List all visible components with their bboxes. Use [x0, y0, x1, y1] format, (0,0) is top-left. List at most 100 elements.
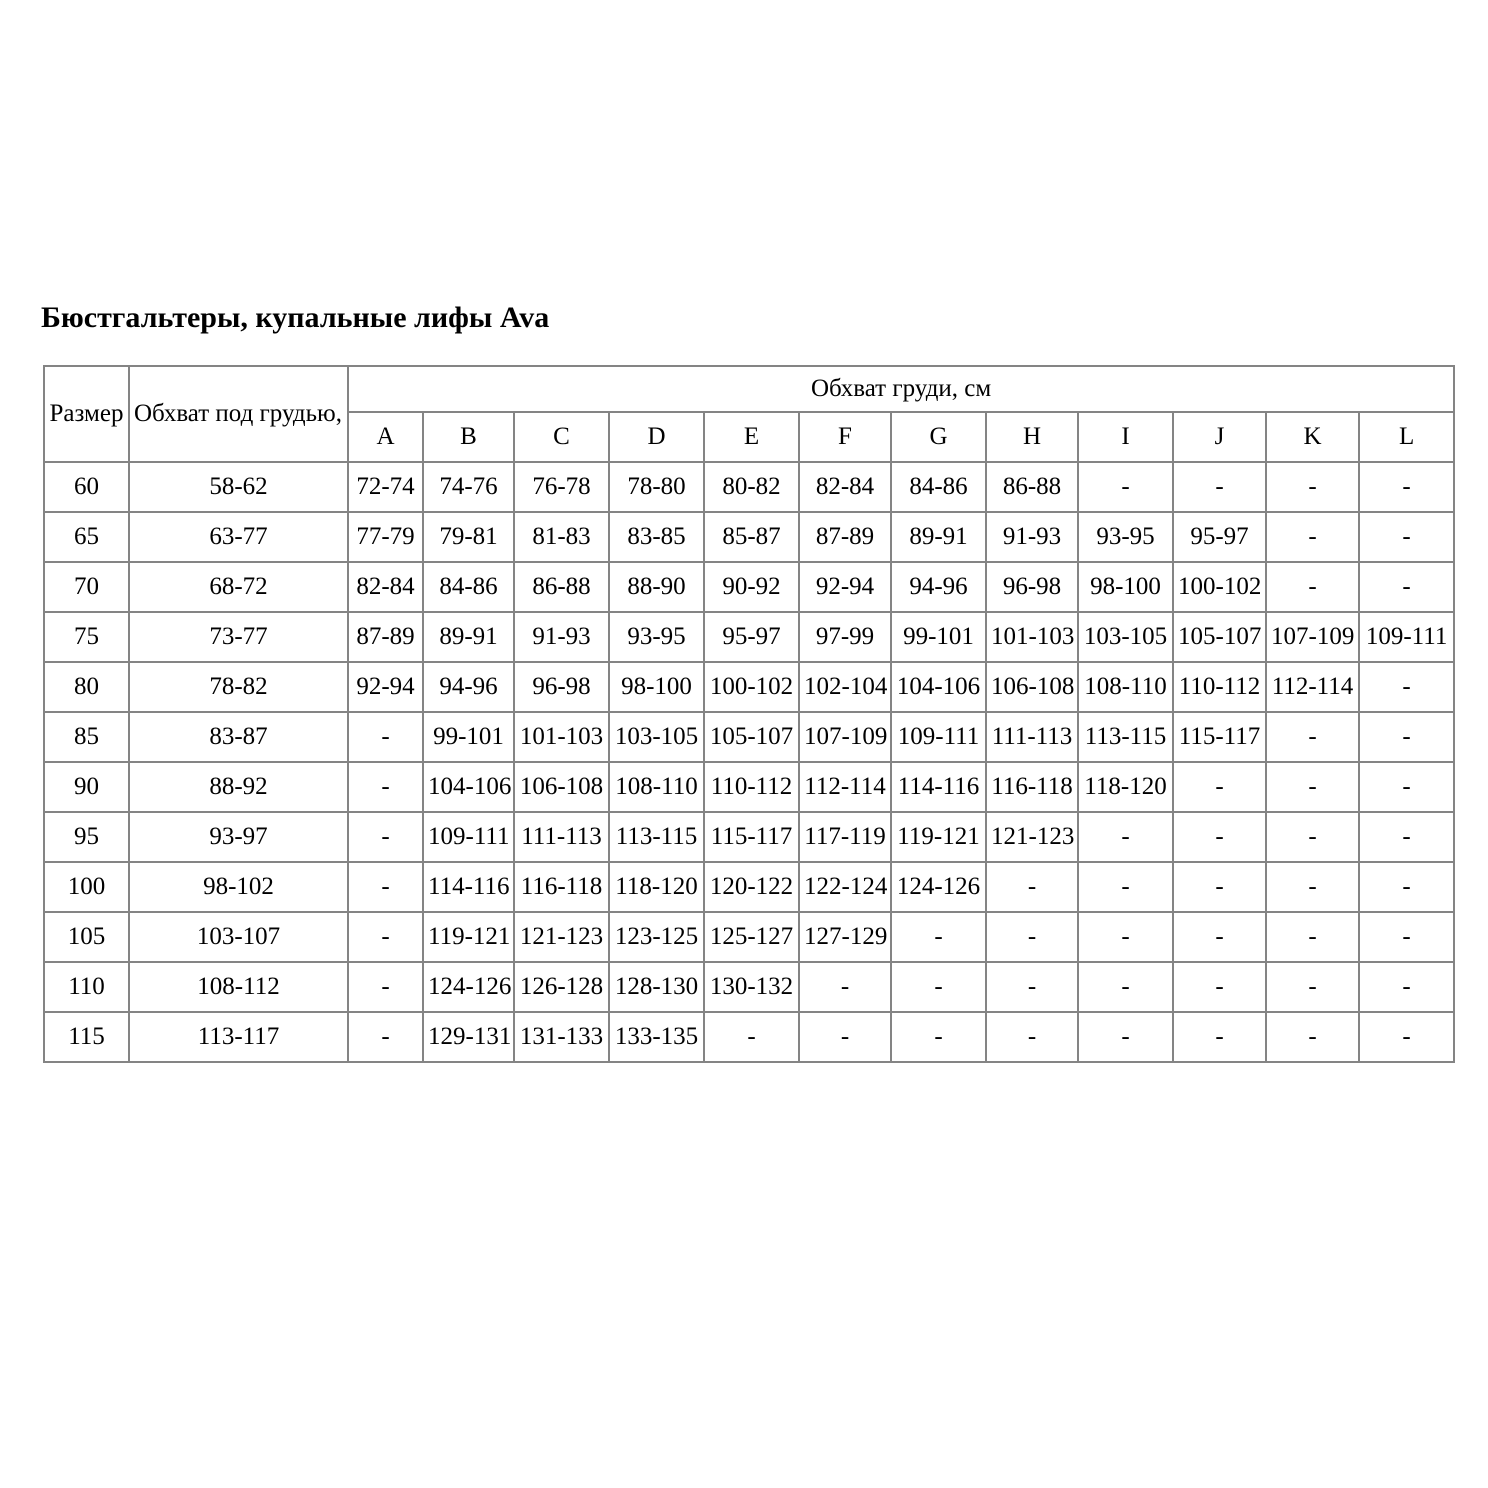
- header-cup-h: H: [985, 411, 1079, 463]
- size-table-body: 60 58-62 72-74 74-76 76-78 78-80 80-82 82-84 84-…: [43, 461, 1456, 1063]
- bust-cell-k: -: [1265, 711, 1360, 763]
- header-cup-e: E: [703, 411, 800, 463]
- underbust-cell: 88-92: [128, 761, 349, 813]
- bust-cell-c: 101-103: [513, 711, 610, 763]
- table-row-size-75: 75 73-77 87-89 89-91 91-93 93-95 95-97 97-99 99-…: [43, 611, 1456, 663]
- bust-cell-c: 131-133: [513, 1011, 610, 1063]
- bust-cell-j: -: [1172, 861, 1267, 913]
- header-cup-c: C: [513, 411, 610, 463]
- bust-cell-i: -: [1077, 811, 1174, 863]
- header-cup-g: G: [890, 411, 987, 463]
- bust-cell-g: 124-126: [890, 861, 987, 913]
- bust-cell-a: 82-84: [347, 561, 424, 613]
- bust-cell-k: -: [1265, 911, 1360, 963]
- bust-cell-h: -: [985, 911, 1079, 963]
- bust-cell-e: 95-97: [703, 611, 800, 663]
- underbust-cell: 98-102: [128, 861, 349, 913]
- bust-cell-e: 110-112: [703, 761, 800, 813]
- table-row-size-65: 65 63-77 77-79 79-81 81-83 83-85 85-87 87-89 89-…: [43, 511, 1456, 563]
- bust-cell-i: -: [1077, 1011, 1174, 1063]
- bust-cell-d: 88-90: [608, 561, 705, 613]
- bust-cell-i: 108-110: [1077, 661, 1174, 713]
- bust-cell-a: -: [347, 1011, 424, 1063]
- bust-cell-e: 85-87: [703, 511, 800, 563]
- bust-cell-f: -: [798, 1011, 892, 1063]
- header-row-main: Размер Обхват под грудью, см Обхват груд…: [43, 365, 1456, 463]
- bust-cell-k: -: [1265, 461, 1360, 513]
- bust-cell-c: 96-98: [513, 661, 610, 713]
- bust-cell-k: -: [1265, 511, 1360, 563]
- underbust-cell: 68-72: [128, 561, 349, 613]
- bust-cell-a: -: [347, 861, 424, 913]
- size-cell: 85: [43, 711, 130, 763]
- bust-cell-f: 117-119: [798, 811, 892, 863]
- bust-cell-d: 118-120: [608, 861, 705, 913]
- bust-cell-b: 84-86: [422, 561, 515, 613]
- bust-cell-b: 109-111: [422, 811, 515, 863]
- bust-cell-d: 98-100: [608, 661, 705, 713]
- bust-cell-l: -: [1357, 561, 1456, 613]
- bust-cell-f: 122-124: [798, 861, 892, 913]
- bust-cell-f: 82-84: [798, 461, 892, 513]
- bust-cell-k: -: [1265, 861, 1360, 913]
- header-bust: Обхват груди, см: [346, 365, 1456, 413]
- bust-cell-i: -: [1077, 861, 1174, 913]
- bust-cell-l: -: [1357, 911, 1456, 963]
- size-cell: 60: [43, 461, 130, 513]
- bust-cell-c: 76-78: [513, 461, 610, 513]
- bust-cell-l: -: [1357, 461, 1456, 513]
- table-row-size-105: 105 103-107-119-121 121-123 123-125 125-127 1…: [43, 911, 1456, 963]
- bust-cell-c: 81-83: [513, 511, 610, 563]
- size-cell: 100: [43, 861, 130, 913]
- bust-cell-c: 116-118: [513, 861, 610, 913]
- bust-cell-a: -: [347, 711, 424, 763]
- bust-cell-j: 95-97: [1172, 511, 1267, 563]
- size-chart-table: Размер Обхват под грудью, см Обхват груд…: [43, 365, 1456, 1063]
- bust-cell-b: 114-116: [422, 861, 515, 913]
- bust-cell-g: 109-111: [890, 711, 987, 763]
- bust-cell-e: -: [703, 1011, 800, 1063]
- bust-cell-a: -: [347, 961, 424, 1013]
- bust-cell-f: -: [798, 961, 892, 1013]
- bust-cell-e: 125-127: [703, 911, 800, 963]
- page-title: Бюстгальтеры, купальные лифы Ava: [41, 301, 550, 334]
- bust-cell-l: -: [1357, 661, 1456, 713]
- bust-cell-g: -: [890, 1011, 987, 1063]
- header-size: Размер: [43, 365, 130, 463]
- bust-cell-e: 115-117: [703, 811, 800, 863]
- bust-cell-g: 84-86: [890, 461, 987, 513]
- bust-cell-h: 86-88: [985, 461, 1079, 513]
- bust-cell-b: 129-131: [422, 1011, 515, 1063]
- bust-cell-b: 74-76: [422, 461, 515, 513]
- bust-cell-g: 99-101: [890, 611, 987, 663]
- bust-cell-e: 130-132: [703, 961, 800, 1013]
- header-underbust: Обхват под грудью, см: [128, 365, 349, 463]
- bust-cell-g: 114-116: [890, 761, 987, 813]
- bust-cell-j: -: [1172, 461, 1267, 513]
- bust-cell-i: 113-115: [1077, 711, 1174, 763]
- bust-cell-k: 112-114: [1265, 661, 1360, 713]
- underbust-cell: 63-77: [128, 511, 349, 563]
- header-cup-a: A: [347, 411, 424, 463]
- bust-cell-a: -: [347, 761, 424, 813]
- bust-cell-e: 80-82: [703, 461, 800, 513]
- size-cell: 110: [43, 961, 130, 1013]
- bust-cell-b: 94-96: [422, 661, 515, 713]
- bust-cell-j: -: [1172, 761, 1267, 813]
- header-cup-k: K: [1265, 411, 1360, 463]
- table-row-size-70: 70 68-72 82-84 84-86 86-88 88-90 90-92 92-94 94-…: [43, 561, 1456, 613]
- header-cup-i: I: [1077, 411, 1174, 463]
- bust-cell-k: -: [1265, 561, 1360, 613]
- table-row-size-110: 110 108-112-124-126 126-128 128-130 130-132-…: [43, 961, 1456, 1013]
- bust-cell-d: 103-105: [608, 711, 705, 763]
- bust-cell-l: -: [1357, 761, 1456, 813]
- bust-cell-j: 105-107: [1172, 611, 1267, 663]
- bust-cell-f: 112-114: [798, 761, 892, 813]
- bust-cell-l: -: [1357, 961, 1456, 1013]
- size-cell: 75: [43, 611, 130, 663]
- bust-cell-g: 119-121: [890, 811, 987, 863]
- table-row-size-90: 90 88-92-104-106 106-108 108-110 110-112 112-…: [43, 761, 1456, 813]
- header-cup-l: L: [1357, 411, 1456, 463]
